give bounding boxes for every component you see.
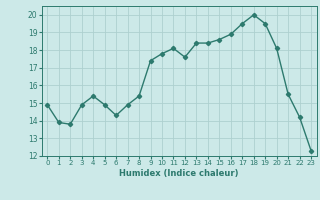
X-axis label: Humidex (Indice chaleur): Humidex (Indice chaleur) [119, 169, 239, 178]
